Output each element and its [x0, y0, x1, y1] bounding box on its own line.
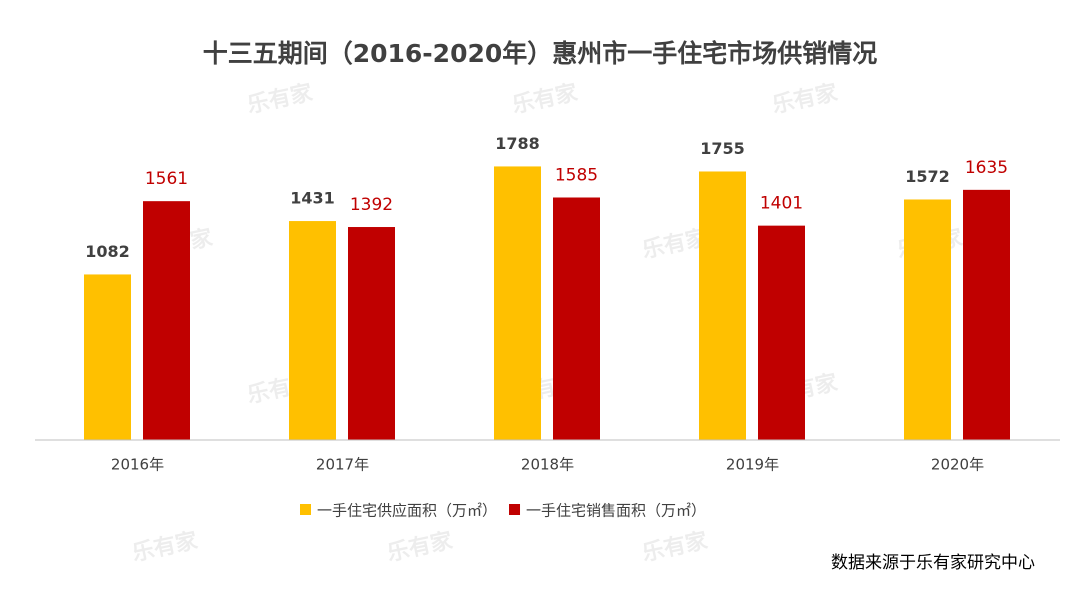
watermark: 乐有家 — [245, 79, 316, 118]
bar — [143, 201, 190, 440]
chart-title: 十三五期间（2016-2020年）惠州市一手住宅市场供销情况 — [203, 39, 878, 68]
bar — [963, 189, 1010, 440]
bar — [904, 199, 951, 440]
x-tick-label: 2020年 — [931, 456, 984, 474]
data-label: 1788 — [495, 134, 540, 153]
watermark: 乐有家 — [770, 79, 841, 118]
x-tick-label: 2018年 — [521, 456, 574, 474]
data-label: 1392 — [350, 195, 393, 215]
x-tick-label: 2017年 — [316, 456, 369, 474]
data-label: 1755 — [700, 139, 745, 158]
data-label: 1431 — [290, 189, 335, 208]
data-label: 1572 — [905, 167, 950, 186]
data-label: 1635 — [965, 158, 1008, 178]
x-tick-label: 2016年 — [111, 456, 164, 474]
bar — [553, 197, 600, 440]
bar — [84, 274, 131, 440]
bar — [289, 221, 336, 440]
data-label: 1561 — [145, 169, 188, 189]
bar — [348, 227, 395, 440]
legend-label: 一手住宅销售面积（万㎡） — [526, 502, 706, 520]
legend-swatch — [300, 504, 311, 515]
data-label: 1082 — [85, 242, 130, 261]
source-note: 数据来源于乐有家研究中心 — [831, 553, 1035, 573]
watermark: 乐有家 — [385, 527, 456, 566]
data-label: 1585 — [555, 165, 598, 185]
data-label: 1401 — [760, 194, 803, 214]
x-tick-label: 2019年 — [726, 456, 779, 474]
bar — [699, 171, 746, 441]
watermark: 乐有家 — [640, 527, 711, 566]
legend-label: 一手住宅供应面积（万㎡） — [317, 502, 497, 520]
watermark: 乐有家 — [510, 79, 581, 118]
bar — [758, 225, 805, 440]
watermark: 乐有家 — [130, 527, 201, 566]
legend-swatch — [509, 504, 521, 515]
bar — [494, 166, 541, 440]
